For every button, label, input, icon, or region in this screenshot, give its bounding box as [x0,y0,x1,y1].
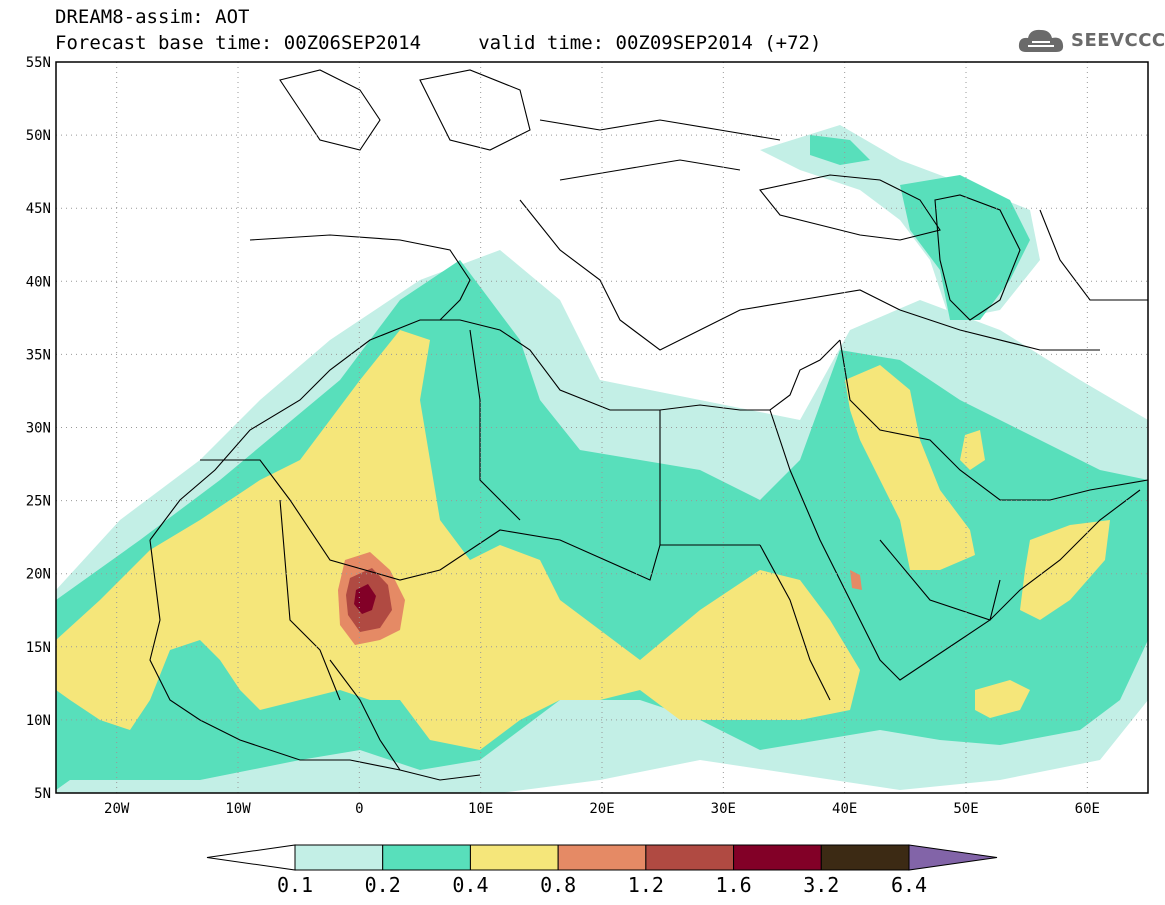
lat-tick-label: 30N [26,421,51,437]
border [759,544,831,701]
lon-tick-label: 0 [355,801,363,817]
colorbar-level-label: 0.4 [452,873,488,897]
coastline [769,409,1141,681]
lon-tick-label: 10E [468,801,493,817]
aot-level-0.4-region [975,680,1030,718]
colorbar-level-label: 0.2 [365,873,401,897]
lat-tick-label: 20N [26,567,51,583]
colorbar-level-label: 0.1 [277,873,313,897]
colorbar-level-label: 0.8 [540,873,576,897]
lon-tick-label: 30E [711,801,736,817]
coastline [759,174,941,241]
lon-tick-label: 10W [225,801,251,817]
border [559,159,741,181]
aot-level-0.2-region [810,135,870,165]
colorbar-segment [820,844,910,871]
lon-tick-label: 60E [1075,801,1100,817]
colorbar-level-label: 1.2 [628,873,664,897]
border [539,119,781,141]
aot-level-0.4-region [960,430,985,470]
lat-tick-label: 45N [26,201,51,217]
coastline [419,69,531,151]
coastline [279,69,381,151]
border [469,329,521,521]
colorbar-level-label: 3.2 [803,873,839,897]
coastline [839,339,1148,501]
colorbar-segment [733,844,822,871]
colorbar-max-arrow [908,844,998,871]
aot-level-0.4-region [56,330,860,750]
cloud-icon [1018,29,1064,52]
lat-tick-label: 15N [26,640,51,656]
coastline [149,539,481,781]
lat-tick-label: 5N [34,786,51,802]
aot-level-0.2-region [900,175,1030,320]
aot-colorbar-legend: 0.1 0.2 0.4 0.8 1.2 1.6 3.2 6.4 [206,844,998,897]
map-frame [55,61,1149,794]
colorbar-segment [469,844,559,871]
aot-level-0.4-region [1020,520,1110,620]
seevccc-logo: SEEVCCC [1016,24,1165,60]
forecast-time-subtitle: Forecast base time: 00Z06SEP2014 valid t… [55,32,822,54]
colorbar-segment [294,844,384,871]
aot-level-0.8-region [850,570,862,590]
border [899,309,1100,351]
aot-level-0.4-region [845,365,975,570]
lon-tick-label: 40E [832,801,857,817]
map-title: DREAM8-assim: AOT [55,6,250,28]
lon-tick-label: 50E [953,801,978,817]
border [279,499,341,701]
border [329,659,401,771]
aot-level-1.6-region [354,584,376,614]
colorbar-segment [645,844,735,871]
lat-tick-label: 10N [26,713,51,729]
coastline [519,199,901,351]
coastline [149,319,841,541]
lat-tick-label: 35N [26,347,51,363]
lon-tick-label: 20W [104,801,130,817]
aot-forecast-map: 55N 50N 45N 40N 35N 30N 25N 20N 15N 10N 5N 20W 10W 0… [26,55,1149,817]
lat-lon-grid [56,61,1148,794]
colorbar-segment [382,844,471,871]
lon-tick-label: 20E [589,801,614,817]
colorbar-segment [557,844,647,871]
longitude-labels: 20W 10W 0 10E 20E 30E 40E 50E 60E [104,801,1100,817]
coastlines-and-borders [149,69,1148,781]
coastline [934,194,1021,321]
aot-contour-fields [56,125,1148,793]
coastline [249,234,471,321]
border [200,459,760,581]
lat-tick-label: 40N [26,274,51,290]
colorbar-level-label: 1.6 [716,873,752,897]
latitude-labels: 55N 50N 45N 40N 35N 30N 25N 20N 15N 10N 5N [26,55,51,802]
logo-text: SEEVCCC [1071,30,1165,51]
border [1039,209,1148,301]
lat-tick-label: 55N [26,55,51,71]
lat-tick-label: 25N [26,494,51,510]
lat-tick-label: 50N [26,128,51,144]
border [879,539,1001,621]
colorbar-level-label: 6.4 [891,873,927,897]
colorbar-min-arrow [206,844,296,871]
